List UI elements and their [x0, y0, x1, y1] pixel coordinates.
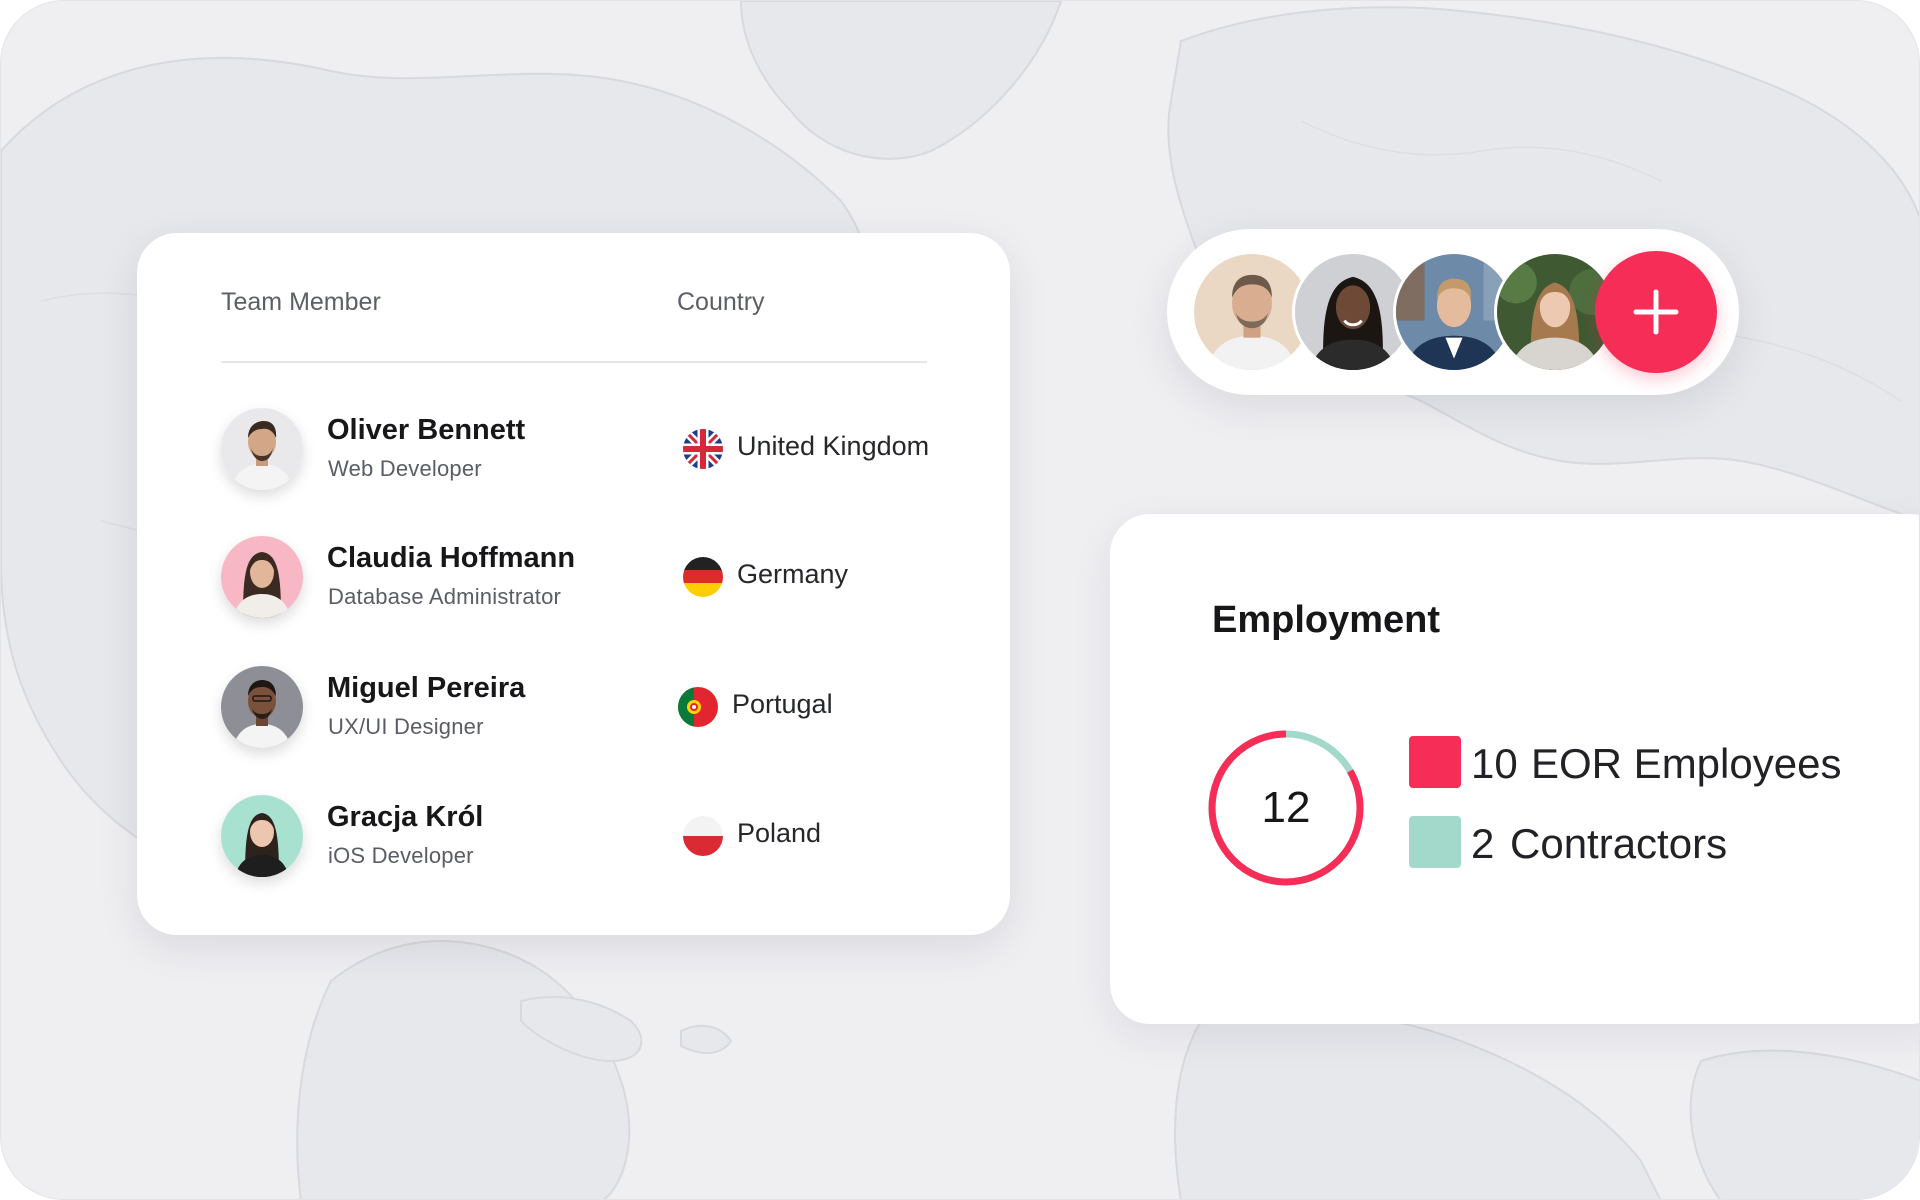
portugal-flag-icon: [678, 687, 718, 727]
member-role: Web Developer: [328, 456, 482, 481]
avatar: [221, 666, 303, 748]
table-row[interactable]: Gracja Król iOS Developer Poland: [221, 795, 981, 885]
add-member-button[interactable]: [1595, 251, 1717, 373]
avatar: [221, 408, 303, 490]
employment-title: Employment: [1212, 599, 1441, 641]
avatar[interactable]: [1494, 251, 1616, 373]
member-role: Database Administrator: [328, 584, 562, 609]
team-member-header: Team Member: [221, 288, 381, 316]
legend-swatch: [1409, 736, 1461, 788]
country-header: Country: [677, 288, 765, 316]
member-name: Miguel Pereira: [327, 672, 526, 704]
uk-flag-icon: [683, 429, 723, 469]
member-country: Germany: [737, 559, 849, 589]
legend-value: 2: [1471, 820, 1495, 867]
germany-flag-icon: [683, 557, 723, 597]
header-divider: [221, 361, 927, 363]
legend-label: Contractors: [1510, 820, 1728, 867]
eor-employees-arc: [1208, 730, 1364, 886]
avatar: [221, 536, 303, 618]
legend-label: EOR Employees: [1531, 740, 1842, 787]
table-row[interactable]: Miguel Pereira UX/UI Designer Portugal: [221, 666, 981, 756]
team-members-card: Team Member Country Oliver Bennett Web D…: [137, 233, 1010, 935]
avatar[interactable]: [1191, 251, 1313, 373]
table-row[interactable]: Claudia Hoffmann Database Administrator …: [221, 536, 981, 626]
member-country: Poland: [737, 818, 822, 848]
member-name: Oliver Bennett: [327, 414, 526, 446]
member-country: United Kingdom: [737, 431, 930, 461]
employment-total: 12: [1261, 783, 1311, 832]
table-row[interactable]: Oliver Bennett Web Developer United King…: [221, 408, 981, 498]
member-role: UX/UI Designer: [328, 714, 484, 739]
team-avatars-group: [1167, 229, 1739, 395]
avatar: [221, 795, 303, 877]
member-name: Gracja Król: [327, 801, 484, 833]
member-role: iOS Developer: [328, 843, 474, 868]
employment-donut-chart: [1208, 730, 1364, 886]
member-country: Portugal: [732, 689, 833, 719]
legend-swatch: [1409, 816, 1461, 868]
legend-value: 10: [1471, 740, 1518, 787]
employment-card: Employment 12 10 EOR Employees 2 Contrac…: [1110, 514, 1919, 1024]
poland-flag-icon: [683, 816, 723, 856]
member-name: Claudia Hoffmann: [327, 542, 576, 574]
plus-icon: [1633, 289, 1679, 335]
avatar[interactable]: [1292, 251, 1414, 373]
